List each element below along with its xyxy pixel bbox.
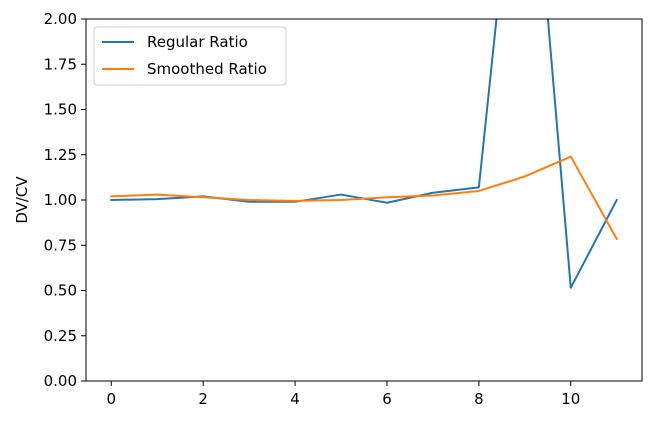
x-tick-label: 10: [561, 390, 580, 408]
y-tick-label: 0.00: [44, 372, 77, 390]
y-axis-label: DV/CV: [13, 176, 31, 224]
y-tick-label: 0.25: [44, 327, 77, 345]
x-tick-label: 6: [382, 390, 392, 408]
legend-box: [93, 26, 287, 86]
y-tick-label: 2.00: [44, 10, 77, 28]
y-axis: 0.00 0.25 0.50 0.75 1.00 1.25 1.50 1.75 2.00: [44, 10, 86, 390]
series-layer: [110, 19, 619, 289]
legend-entry-label: Smoothed Ratio: [147, 60, 267, 78]
x-tick-label: 4: [290, 390, 300, 408]
x-tick-label: 0: [106, 390, 116, 408]
y-tick-label: 0.50: [44, 282, 77, 300]
y-tick-label: 1.00: [44, 191, 77, 209]
y-tick-label: 1.75: [44, 55, 77, 73]
x-axis: 0 2 4 6 8 10: [106, 381, 580, 408]
legend-entry-label: Regular Ratio: [147, 33, 248, 51]
legend: Regular Ratio Smoothed Ratio: [93, 26, 287, 86]
y-tick-label: 1.25: [44, 146, 77, 164]
y-tick-label: 0.75: [44, 236, 77, 254]
y-tick-label: 1.50: [44, 101, 77, 119]
series-line-smoothed-ratio: [110, 155, 619, 241]
x-tick-label: 2: [198, 390, 208, 408]
x-tick-label: 8: [474, 390, 484, 408]
